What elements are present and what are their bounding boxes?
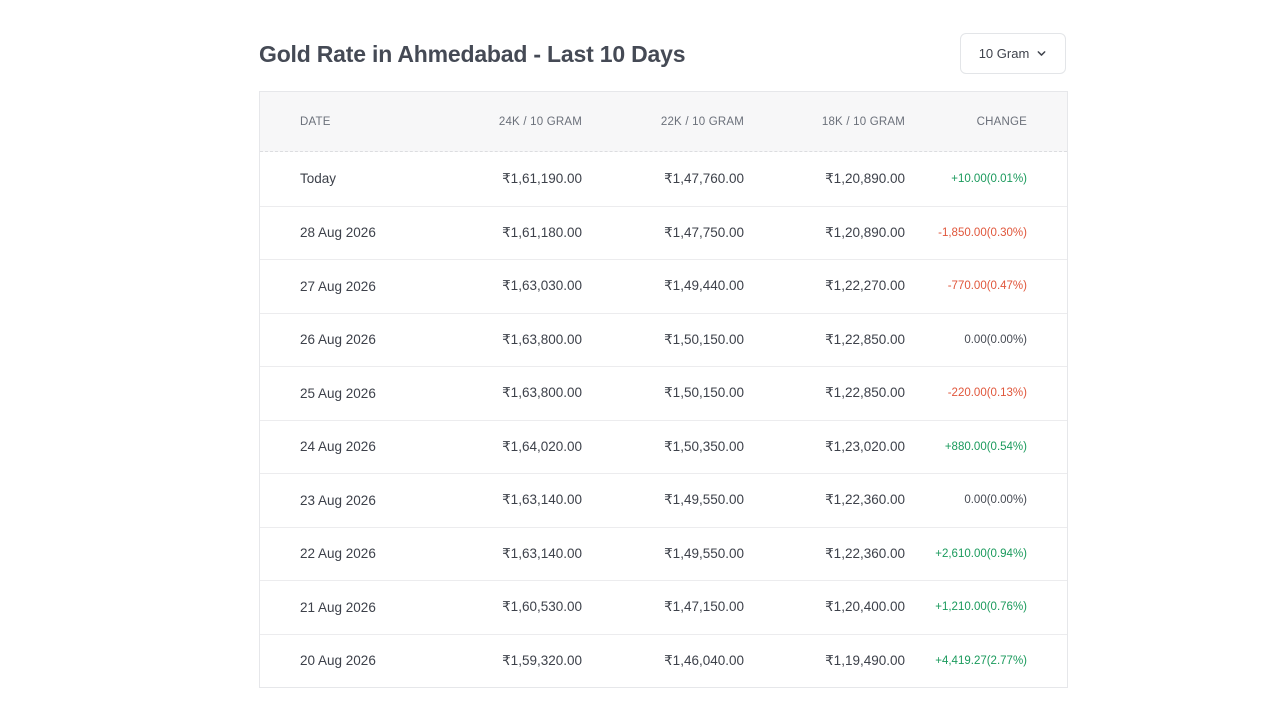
date-cell: 26 Aug 2026 [300, 332, 376, 348]
price-24k-cell: ₹1,63,140.00 [502, 545, 582, 561]
price-18k-cell: ₹1,22,270.00 [825, 278, 905, 294]
price-22k-cell: ₹1,47,760.00 [664, 170, 744, 186]
column-header-18k: 18K / 10 GRAM [821, 115, 905, 128]
unit-select-value: 10 Gram [978, 46, 1030, 61]
price-18k-cell: ₹1,22,850.00 [825, 385, 905, 401]
chevron-down-icon [1035, 48, 1047, 60]
column-header-22k: 22K / 10 GRAM [660, 115, 744, 128]
price-24k-cell: ₹1,63,800.00 [502, 385, 582, 401]
table-row: 23 Aug 2026 ₹1,63,140.00 ₹1,49,550.00 ₹1,22… [260, 473, 1067, 527]
table-header: DATE 24K / 10 GRAM 22K / 10 GRAM 18K / 1… [260, 92, 1067, 152]
change-cell: +880.00(0.54%) [944, 440, 1027, 453]
change-cell: -220.00(0.13%) [947, 387, 1027, 400]
change-cell: +10.00(0.01%) [951, 172, 1027, 185]
price-24k-cell: ₹1,63,140.00 [502, 492, 582, 508]
table-row: 25 Aug 2026 ₹1,63,800.00 ₹1,50,150.00 ₹1,22… [260, 366, 1067, 420]
price-22k-cell: ₹1,46,040.00 [664, 652, 744, 668]
table-row: 20 Aug 2026 ₹1,59,320.00 ₹1,46,040.00 ₹1,19… [260, 633, 1067, 688]
price-18k-cell: ₹1,20,890.00 [825, 224, 905, 240]
date-cell: Today [300, 171, 337, 187]
table-row: 24 Aug 2026 ₹1,64,020.00 ₹1,50,350.00 ₹1,23… [260, 419, 1067, 474]
price-24k-cell: ₹1,59,320.00 [502, 652, 582, 668]
gold-rate-table: DATE 24K / 10 GRAM 22K / 10 GRAM 18K / 1… [259, 91, 1068, 688]
price-24k-cell: ₹1,60,530.00 [502, 599, 582, 615]
change-cell: 0.00(0.00%) [964, 494, 1027, 507]
column-header-24k: 24K / 10 GRAM [498, 115, 582, 128]
date-cell: 27 Aug 2026 [300, 278, 376, 294]
change-cell: +2,610.00(0.94%) [935, 547, 1027, 560]
price-24k-cell: ₹1,64,020.00 [502, 438, 582, 454]
table-row: 27 Aug 2026 ₹1,63,030.00 ₹1,49,440.00 ₹1,22… [260, 259, 1067, 313]
price-22k-cell: ₹1,47,750.00 [664, 224, 744, 240]
column-header-date: DATE [300, 115, 331, 128]
date-cell: 22 Aug 2026 [300, 546, 376, 562]
date-cell: 23 Aug 2026 [300, 492, 376, 508]
price-24k-cell: ₹1,61,180.00 [502, 224, 582, 240]
change-cell: 0.00(0.00%) [964, 333, 1027, 346]
price-22k-cell: ₹1,50,150.00 [664, 385, 744, 401]
price-22k-cell: ₹1,47,150.00 [664, 599, 744, 615]
price-22k-cell: ₹1,49,440.00 [664, 278, 744, 294]
date-cell: 24 Aug 2026 [300, 439, 376, 455]
column-header-change: CHANGE [976, 115, 1027, 128]
price-24k-cell: ₹1,61,190.00 [502, 170, 582, 186]
date-cell: 25 Aug 2026 [300, 385, 376, 401]
date-cell: 28 Aug 2026 [300, 225, 376, 241]
price-22k-cell: ₹1,50,150.00 [664, 331, 744, 347]
price-18k-cell: ₹1,22,360.00 [825, 545, 905, 561]
date-cell: 20 Aug 2026 [300, 653, 376, 669]
price-18k-cell: ₹1,20,400.00 [825, 599, 905, 615]
table-row: 26 Aug 2026 ₹1,63,800.00 ₹1,50,150.00 ₹1,22… [260, 312, 1067, 367]
price-18k-cell: ₹1,22,850.00 [825, 331, 905, 347]
table-row: 21 Aug 2026 ₹1,60,530.00 ₹1,47,150.00 ₹1,20… [260, 580, 1067, 634]
change-cell: +4,419.27(2.77%) [935, 654, 1027, 667]
price-18k-cell: ₹1,19,490.00 [825, 652, 905, 668]
price-18k-cell: ₹1,23,020.00 [825, 438, 905, 454]
table-body: Today ₹1,61,190.00 ₹1,47,760.00 ₹1,20,890.0… [260, 152, 1067, 687]
price-22k-cell: ₹1,49,550.00 [664, 492, 744, 508]
change-cell: +1,210.00(0.76%) [935, 601, 1027, 614]
price-18k-cell: ₹1,20,890.00 [825, 170, 905, 186]
date-cell: 21 Aug 2026 [300, 599, 376, 615]
price-24k-cell: ₹1,63,030.00 [502, 278, 582, 294]
table-row: 22 Aug 2026 ₹1,63,140.00 ₹1,49,550.00 ₹1,22… [260, 526, 1067, 581]
table-row: Today ₹1,61,190.00 ₹1,47,760.00 ₹1,20,890.0… [260, 152, 1067, 206]
unit-select-dropdown[interactable]: 10 Gram [960, 33, 1066, 74]
price-18k-cell: ₹1,22,360.00 [825, 492, 905, 508]
table-row: 28 Aug 2026 ₹1,61,180.00 ₹1,47,750.00 ₹1,20… [260, 205, 1067, 260]
price-22k-cell: ₹1,50,350.00 [664, 438, 744, 454]
price-24k-cell: ₹1,63,800.00 [502, 331, 582, 347]
price-22k-cell: ₹1,49,550.00 [664, 545, 744, 561]
change-cell: -1,850.00(0.30%) [938, 226, 1027, 239]
page-title: Gold Rate in Ahmedabad - Last 10 Days [259, 41, 686, 67]
change-cell: -770.00(0.47%) [947, 280, 1027, 293]
